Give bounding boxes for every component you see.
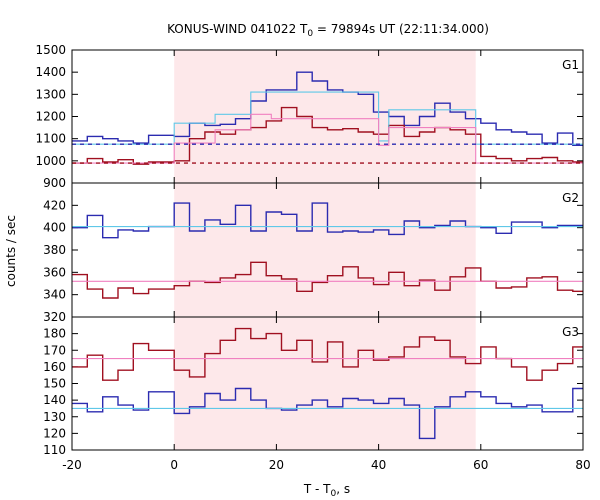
y-tick-label: 1000 <box>35 154 66 168</box>
x-tick-label: 0 <box>170 458 178 472</box>
series-pink-step <box>72 113 583 164</box>
series-blue-step <box>72 387 583 440</box>
x-tick-label: 60 <box>473 458 488 472</box>
y-tick-label: 420 <box>43 198 66 212</box>
y-tick-label: 140 <box>43 393 66 407</box>
y-tick-label: 130 <box>43 410 66 424</box>
y-tick-label: 120 <box>43 426 66 440</box>
series-blue-step <box>72 71 583 146</box>
x-tick-label: 20 <box>269 458 284 472</box>
y-tick-label: 1200 <box>35 110 66 124</box>
x-tick-label: 40 <box>371 458 386 472</box>
y-axis-label: counts / sec <box>4 215 18 287</box>
y-tick-label: 1500 <box>35 43 66 57</box>
series-cyan-step <box>72 91 583 145</box>
y-tick-label: 400 <box>43 221 66 235</box>
series-red-step <box>72 261 583 299</box>
y-tick-label: 380 <box>43 243 66 257</box>
series-red-step <box>72 106 583 165</box>
y-tick-label: 1400 <box>35 65 66 79</box>
x-tick-label: 80 <box>575 458 590 472</box>
y-tick-label: 320 <box>43 310 66 324</box>
panel-label: G3 <box>562 325 579 339</box>
y-tick-label: 360 <box>43 265 66 279</box>
y-tick-label: 340 <box>43 288 66 302</box>
chart-title: KONUS-WIND 041022 T0 = 79894s UT (22:11:… <box>167 22 489 39</box>
series-blue-step <box>72 202 583 239</box>
y-tick-label: 900 <box>43 176 66 190</box>
panel-label: G2 <box>562 191 579 205</box>
x-axis-label: T - T0, s <box>303 482 350 499</box>
y-tick-label: 150 <box>43 377 66 391</box>
panel-label: G1 <box>562 58 579 72</box>
y-tick-label: 170 <box>43 343 66 357</box>
panel-frame <box>71 316 584 451</box>
y-tick-label: 110 <box>43 443 66 457</box>
y-tick-label: 160 <box>43 360 66 374</box>
y-tick-label: 180 <box>43 327 66 341</box>
y-tick-label: 1300 <box>35 87 66 101</box>
x-tick-label: -20 <box>62 458 82 472</box>
y-tick-label: 1100 <box>35 132 66 146</box>
